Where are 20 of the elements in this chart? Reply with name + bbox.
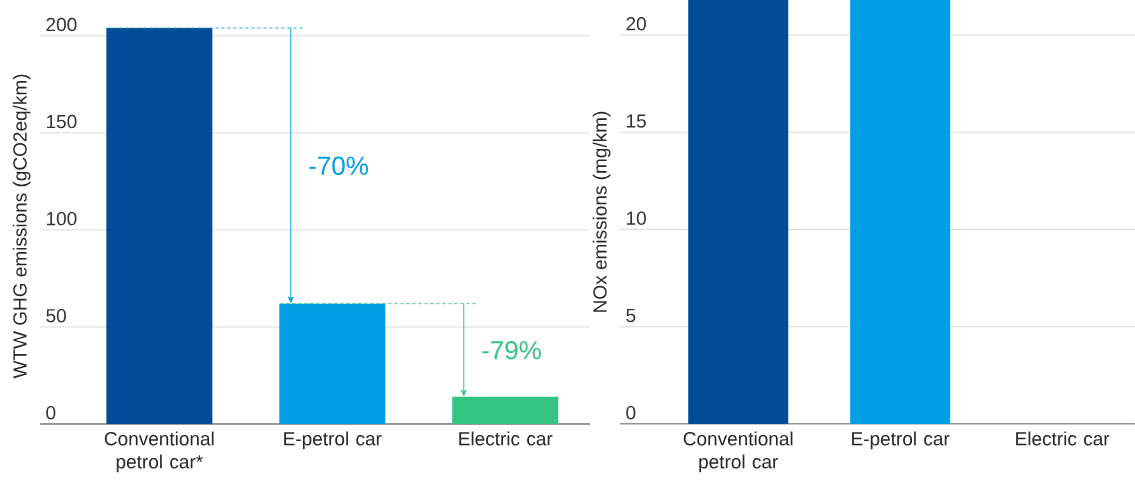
- annotation: -70%: [309, 156, 368, 176]
- y-tick-label: 0: [46, 406, 56, 420]
- y-axis-title: WTW GHG emissions (gCO2eq/km): [12, 74, 31, 379]
- y-axis-title: NOx emissions (mg/km): [592, 111, 611, 312]
- y-tick-label: 50: [46, 308, 66, 323]
- y-tick-label: 150: [46, 114, 77, 129]
- x-tick-label: E-petrol car: [852, 431, 950, 450]
- y-tick-label: 10: [626, 211, 646, 225]
- y-tick-label: 0: [626, 406, 636, 420]
- annotation: -79%: [482, 341, 541, 360]
- x-tick-label: E-petrol car: [284, 431, 382, 450]
- x-tick-label: Conventional petrol car: [683, 431, 793, 473]
- y-tick-label: 5: [626, 308, 636, 323]
- y-tick-label: 15: [626, 114, 646, 128]
- x-tick-label: Conventional petrol car*: [104, 431, 214, 473]
- y-tick-label: 100: [46, 211, 77, 226]
- y-tick-label: 200: [46, 17, 77, 32]
- x-tick-label: Electric car: [459, 431, 553, 446]
- x-tick-label: Electric car: [1016, 431, 1110, 446]
- y-tick-label: 20: [626, 17, 646, 31]
